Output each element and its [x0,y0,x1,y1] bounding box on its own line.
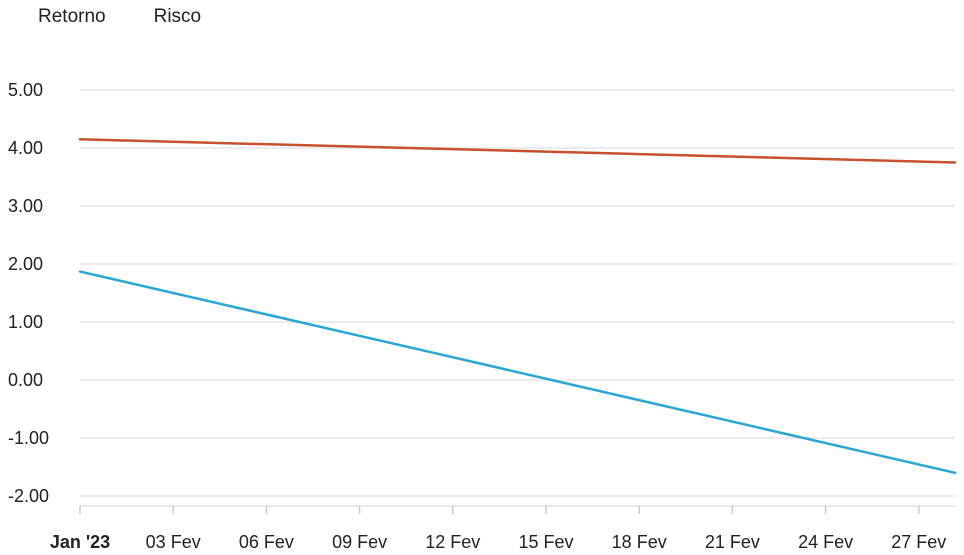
legend-item-retorno[interactable]: Retorno [38,6,106,27]
x-tick-label: 12 Fev [425,532,480,552]
y-tick-label: 5.00 [8,80,43,100]
x-tick-label: 03 Fev [146,532,201,552]
series-line-1 [78,138,957,164]
y-tick-label: 0.00 [8,370,43,390]
y-tick-label: 2.00 [8,254,43,274]
x-tick-label: 09 Fev [332,532,387,552]
y-tick-label: -2.00 [8,486,49,506]
y-tick-label: 4.00 [8,138,43,158]
y-tick-label: 1.00 [8,312,43,332]
legend-item-risco[interactable]: Risco [153,6,202,27]
x-tick-label: 21 Fev [705,532,760,552]
x-tick-label: 27 Fev [891,532,946,552]
x-tick-label: Jan '23 [50,532,110,552]
y-tick-label: -1.00 [8,428,49,448]
x-tick-label: 24 Fev [798,532,853,552]
x-tick-label: 06 Fev [239,532,294,552]
series-line-2 [78,270,957,475]
x-tick-label: 18 Fev [612,532,667,552]
x-tick-label: 15 Fev [518,532,573,552]
y-tick-label: 3.00 [8,196,43,216]
legend: Retorno Risco [38,6,201,28]
